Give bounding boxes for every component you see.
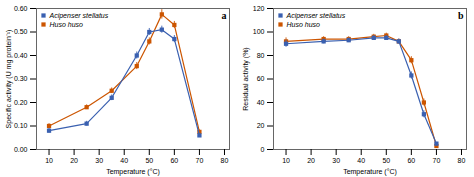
svg-text:Residual activity (%): Residual activity (%)	[242, 47, 250, 110]
svg-text:Huso huso: Huso huso	[50, 21, 84, 28]
svg-text:40: 40	[357, 157, 365, 164]
svg-text:Huso huso: Huso huso	[287, 21, 321, 28]
svg-text:0.00: 0.00	[14, 146, 28, 153]
svg-text:Acipenser stellatus: Acipenser stellatus	[286, 12, 346, 20]
svg-text:0.60: 0.60	[14, 5, 28, 12]
svg-text:Temperature (°C): Temperature (°C)	[106, 168, 160, 176]
svg-text:10: 10	[282, 157, 290, 164]
svg-text:Specific activity (U mg protei: Specific activity (U mg protein⁻¹)	[5, 30, 13, 129]
svg-text:20: 20	[70, 157, 78, 164]
svg-text:40: 40	[120, 157, 128, 164]
svg-text:80: 80	[257, 52, 265, 59]
svg-text:60: 60	[170, 157, 178, 164]
svg-text:a: a	[222, 10, 227, 21]
svg-text:80: 80	[458, 157, 466, 164]
svg-text:50: 50	[145, 157, 153, 164]
svg-text:0.50: 0.50	[14, 28, 28, 35]
svg-text:0.20: 0.20	[14, 99, 28, 106]
svg-text:Temperature (°C): Temperature (°C)	[343, 168, 397, 176]
svg-text:40: 40	[257, 99, 265, 106]
svg-text:Acipenser stellatus: Acipenser stellatus	[49, 12, 109, 20]
svg-text:50: 50	[382, 157, 390, 164]
svg-text:b: b	[458, 10, 464, 21]
svg-text:30: 30	[95, 157, 103, 164]
svg-text:0: 0	[261, 146, 265, 153]
svg-text:80: 80	[221, 157, 229, 164]
svg-text:20: 20	[257, 122, 265, 129]
svg-text:0.10: 0.10	[14, 122, 28, 129]
svg-text:100: 100	[253, 28, 265, 35]
svg-text:60: 60	[257, 75, 265, 82]
svg-text:70: 70	[433, 157, 441, 164]
svg-text:0.40: 0.40	[14, 52, 28, 59]
svg-text:70: 70	[196, 157, 204, 164]
svg-text:30: 30	[332, 157, 340, 164]
svg-text:60: 60	[407, 157, 415, 164]
svg-text:0.30: 0.30	[14, 75, 28, 82]
svg-text:10: 10	[45, 157, 53, 164]
svg-text:20: 20	[307, 157, 315, 164]
svg-text:120: 120	[253, 5, 265, 12]
